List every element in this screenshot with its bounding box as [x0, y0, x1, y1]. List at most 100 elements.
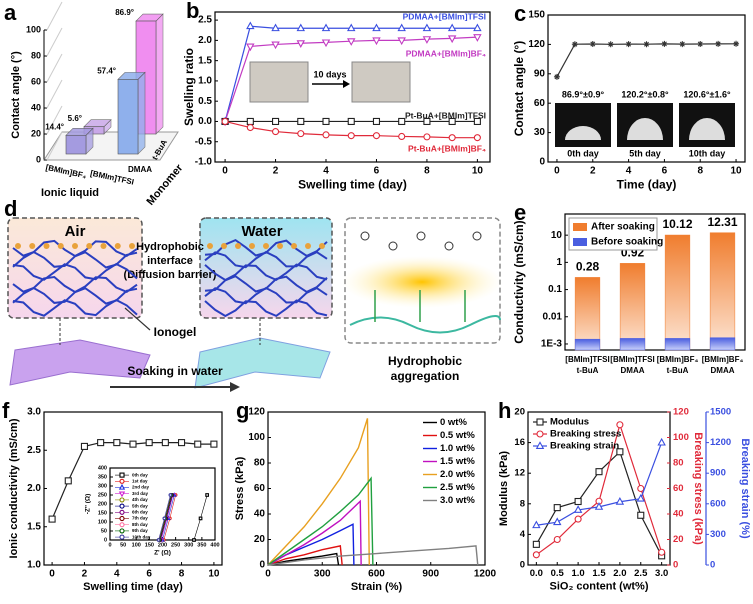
legend-label: 1.5 wt% — [440, 456, 475, 467]
marker — [536, 418, 544, 426]
x-tick-label: 8 — [697, 166, 703, 177]
marker — [145, 439, 153, 447]
y3-tick-label: 300 — [710, 529, 726, 540]
y-tick-label: 1.5 — [27, 521, 41, 532]
y-tick-label: 90 — [534, 68, 546, 79]
droplet — [565, 126, 601, 140]
series-line — [267, 499, 362, 566]
y-tick-label: 0 — [104, 537, 107, 543]
marker — [595, 468, 603, 476]
marker — [192, 538, 196, 542]
marker — [679, 41, 686, 48]
x-tick-label: 0.5 — [551, 568, 565, 579]
y-tick-label: 0 — [520, 560, 525, 571]
droplet-photo — [555, 103, 611, 147]
marker — [658, 548, 666, 556]
marker — [553, 535, 561, 544]
bar — [619, 338, 646, 351]
marker — [48, 515, 56, 523]
y-axis-label: Ionic conductivity (mS/cm) — [8, 418, 20, 558]
y-tick-label: 250 — [98, 492, 107, 498]
y-axis-label: Swelling ratio — [182, 48, 196, 126]
marker — [168, 493, 173, 497]
x-category-label: [BMIm]BF₄ — [702, 355, 744, 364]
y3-tick-label: 1200 — [710, 437, 731, 448]
marker — [637, 511, 645, 519]
x-tick-label: 2 — [590, 166, 596, 177]
water-label: Water — [241, 223, 282, 240]
polymer-chain — [204, 286, 328, 305]
y-tick-label: 20 — [514, 407, 525, 418]
x-subcategory-label: DMAA — [621, 366, 645, 375]
y-tick-label: 350 — [98, 474, 107, 480]
inset-arrow-head — [343, 80, 350, 88]
panel-label: e — [514, 200, 526, 225]
grid-line — [46, 131, 63, 161]
marker — [118, 483, 126, 490]
legend-label: 9th day — [132, 528, 148, 533]
y-tick-label: 2.0 — [27, 483, 41, 494]
marker — [574, 515, 582, 523]
interface-label: Hydrophobic — [136, 241, 204, 253]
value-label: 10.12 — [662, 217, 692, 231]
air-label: Air — [65, 223, 86, 240]
hydrophobic-group — [57, 243, 64, 249]
marker — [64, 477, 72, 485]
x-tick-label: 10 — [208, 569, 220, 580]
bar — [664, 234, 691, 351]
series-label: PDMAA+[BMIm]TFSI — [403, 11, 486, 21]
x-tick-label: 3.0 — [655, 568, 668, 579]
x-subcategory-label: DMAA — [711, 366, 735, 375]
x-axis-label: SiO₂ content (wt%) — [550, 581, 649, 593]
marker — [398, 132, 406, 141]
annotation: 86.9°±0.9° — [562, 89, 605, 99]
y-tick-label: 300 — [98, 483, 107, 489]
x-axis-label: Z' (Ω) — [154, 549, 171, 556]
series-line — [556, 43, 737, 78]
soaked-sheet — [194, 337, 331, 389]
bar — [709, 232, 736, 351]
marker — [447, 35, 457, 44]
marker — [322, 131, 330, 139]
y3-tick-label: 600 — [710, 498, 726, 509]
marker — [637, 484, 645, 493]
marker — [272, 128, 280, 136]
x-tick-label: 200 — [158, 542, 167, 548]
y-tick-label: 0.1 — [548, 284, 562, 295]
legend-label: 0 wt% — [440, 417, 467, 428]
annotation: 5th day — [629, 148, 661, 158]
x-tick-label: 8 — [424, 166, 430, 177]
legend-label: 0th day — [132, 472, 148, 477]
marker — [532, 520, 541, 529]
legend-label: 0.5 wt% — [440, 430, 475, 441]
panel-label: f — [2, 398, 10, 423]
y-tick-label: 1.0 — [27, 560, 41, 571]
panel-label: d — [4, 196, 17, 221]
marker — [372, 37, 381, 46]
x-category-label: [BMIm]BF₄ — [45, 163, 88, 180]
legend-label: 5th day — [132, 503, 148, 508]
marker — [162, 516, 167, 521]
marker — [129, 440, 137, 448]
marker — [553, 517, 562, 526]
legend-label: 2.5 wt% — [440, 482, 475, 493]
series-line — [267, 552, 340, 566]
marker — [161, 439, 169, 447]
legend-label: 4th day — [132, 497, 148, 502]
x-tick-label: 6 — [146, 569, 152, 580]
marker — [594, 502, 604, 510]
legend-swatch — [573, 238, 587, 246]
marker — [297, 130, 305, 138]
hydrophobic-group — [15, 243, 21, 249]
marker — [625, 41, 632, 48]
bar — [619, 263, 646, 351]
series-label: Pt-BuA+[BMIm]TFSI — [405, 110, 486, 120]
x-category-label: [BMIm]TFSI — [565, 355, 609, 364]
legend-label: 8th day — [132, 522, 148, 527]
y2-tick-label: 100 — [673, 432, 689, 443]
marker — [636, 493, 645, 502]
series-line — [267, 545, 479, 566]
marker — [535, 441, 545, 449]
marker — [119, 472, 125, 478]
marker — [119, 509, 125, 515]
